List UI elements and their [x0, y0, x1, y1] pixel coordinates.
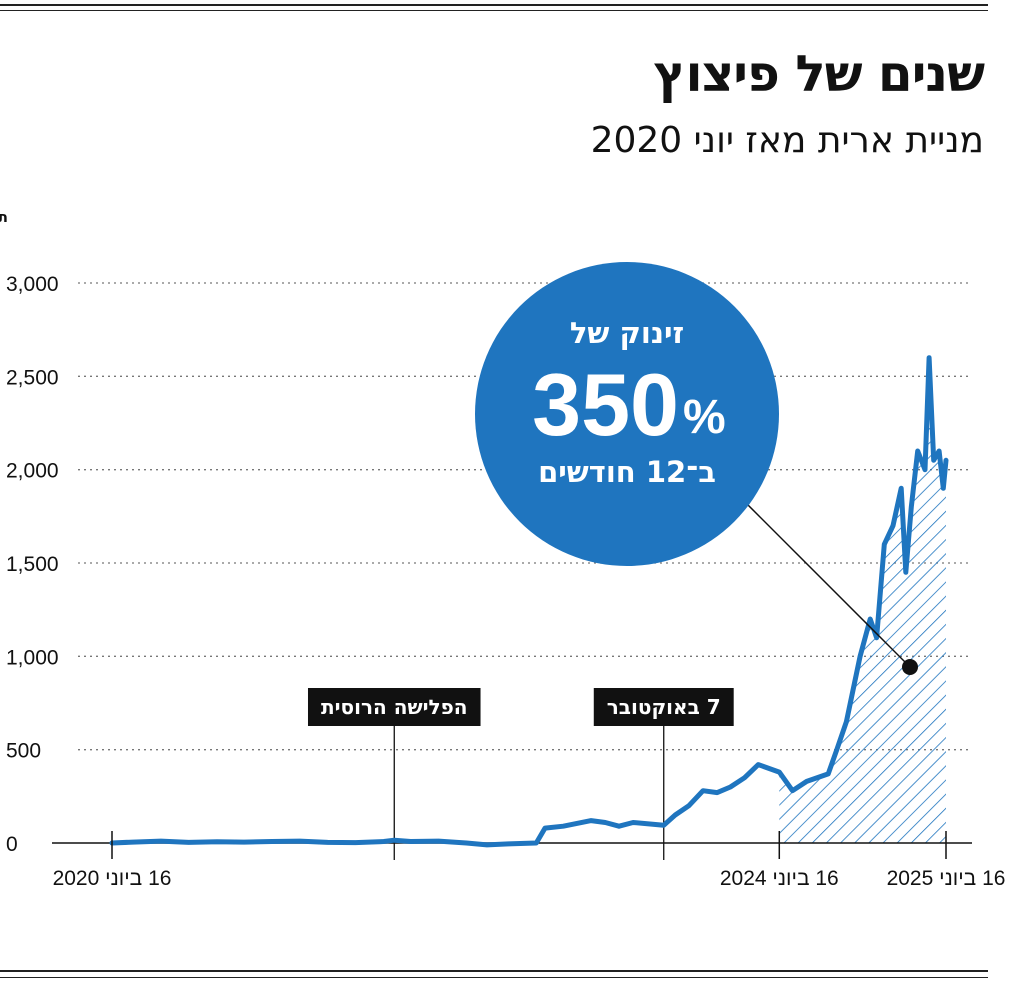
top-rule-thin — [0, 10, 988, 11]
y-tick-label: 2,000 — [6, 460, 59, 483]
callout-bottom-text: ב־12 חודשים — [538, 455, 716, 489]
event-markers: הפלישה הרוסית 7 באוקטובר — [307, 688, 734, 860]
event-marker-label: 7 באוקטובר — [593, 688, 734, 726]
callout-bubble — [475, 262, 779, 566]
series-line — [109, 355, 949, 848]
top-rule — [0, 4, 988, 6]
event-label-box — [307, 688, 481, 726]
y-tick-label: 1,000 — [6, 646, 59, 669]
x-tick-label: 16 ביוני 2020 — [53, 867, 172, 890]
callout: זינוק של 350 % ב־12 חודשים — [475, 262, 918, 675]
y-tick-label: 500 — [6, 740, 41, 763]
event-label-text: 7 באוקטובר — [607, 695, 721, 719]
event-label-text: הפלישה הרוסית — [321, 695, 468, 719]
event-label-box — [593, 688, 734, 726]
y-axis-ticks: 3,000 2,500 2,000 1,500 1,000 500 0 — [6, 273, 59, 856]
y-axis-label: תשואה באחוזים — [0, 208, 8, 226]
x-tick-label: 16 ביוני 2024 — [720, 867, 839, 890]
y-tick-label: 1,500 — [6, 553, 59, 576]
hatched-last-year-area — [779, 357, 946, 843]
bottom-rule-thin — [0, 977, 988, 978]
gridlines — [78, 282, 972, 751]
y-tick-label: 0 — [6, 833, 18, 856]
callout-value: 350 — [532, 355, 679, 454]
event-marker-label: הפלישה הרוסית — [307, 688, 481, 726]
y-tick-label: 2,500 — [6, 366, 59, 389]
callout-unit: % — [683, 391, 726, 444]
x-tick-label: 16 ביוני 2025 — [887, 867, 1006, 890]
y-tick-label: 3,000 — [6, 273, 59, 296]
chart-subtitle: מניית ארית מאז יוני 2020 — [590, 120, 984, 161]
chart-title: שנים של פיצוץ — [653, 45, 985, 103]
bottom-rule — [0, 970, 988, 972]
x-axis-ticks: 16 ביוני 2020 16 ביוני 2024 16 ביוני 2025 — [53, 831, 1006, 890]
callout-leader-line — [747, 504, 911, 668]
callout-dot — [902, 659, 918, 675]
callout-top-text: זינוק של — [570, 316, 684, 350]
